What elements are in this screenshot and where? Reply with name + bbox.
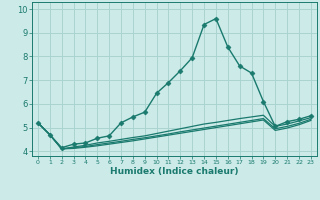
X-axis label: Humidex (Indice chaleur): Humidex (Indice chaleur): [110, 167, 239, 176]
